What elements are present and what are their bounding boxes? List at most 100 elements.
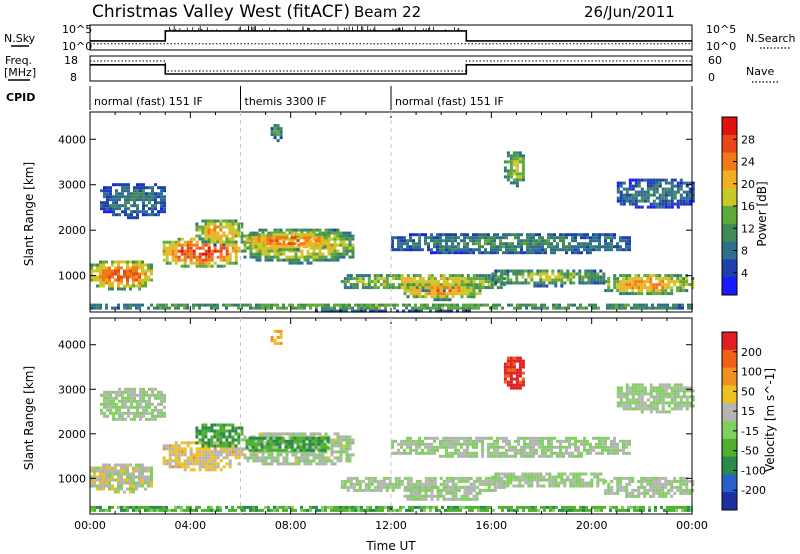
velocity-cell — [210, 426, 214, 430]
velocity-cell — [96, 478, 99, 482]
velocity-cell — [130, 399, 133, 403]
velocity-cell — [466, 454, 469, 458]
power-cell — [553, 233, 556, 237]
power-cell — [162, 252, 166, 256]
power-cell — [273, 133, 277, 137]
power-cell — [685, 193, 689, 197]
power-cell — [154, 183, 157, 187]
power-cell — [602, 278, 606, 282]
velocity-cell — [370, 476, 374, 480]
velocity-cell — [637, 494, 641, 498]
power-cell — [327, 243, 331, 247]
velocity-cell — [174, 453, 178, 457]
velocity-cell — [225, 429, 229, 433]
velocity-cell — [147, 481, 150, 485]
power-cell — [412, 286, 416, 290]
velocity-cell — [213, 459, 217, 463]
velocity-cell — [302, 445, 306, 449]
velocity-cell — [138, 469, 141, 473]
power-cell — [574, 233, 577, 237]
velocity-cell — [321, 450, 325, 454]
power-cell — [279, 127, 283, 131]
velocity-cell — [352, 485, 356, 489]
power-cell — [622, 199, 626, 203]
velocity-cell — [99, 478, 102, 482]
velocity-cell — [523, 442, 526, 446]
power-cell — [522, 303, 525, 307]
power-cell — [269, 242, 273, 246]
power-cell — [270, 306, 273, 310]
velocity-cell — [436, 491, 440, 495]
velocity-cell — [99, 481, 102, 485]
power-cell — [517, 242, 520, 246]
power-cell — [640, 199, 644, 203]
power-cell — [509, 169, 513, 173]
power-cell — [592, 245, 595, 249]
velocity-cell — [448, 454, 451, 458]
velocity-cell — [219, 468, 223, 472]
power-cell — [616, 277, 620, 281]
power-cell — [408, 309, 411, 313]
power-cell — [111, 272, 114, 276]
power-ylabel: Slant Range [km] — [22, 162, 36, 266]
power-cell — [151, 189, 154, 193]
power-cell — [102, 275, 105, 279]
power-cell — [108, 284, 111, 288]
power-cell — [527, 272, 531, 276]
velocity-cell — [154, 405, 157, 409]
power-cell — [327, 252, 331, 256]
power-cell — [144, 269, 147, 273]
power-cell — [598, 245, 601, 249]
power-cell — [300, 303, 303, 307]
velocity-cell — [240, 453, 244, 457]
nsearch-label: N.Search — [746, 32, 796, 45]
power-cell — [463, 280, 467, 284]
power-cell — [288, 255, 292, 259]
velocity-cell — [523, 439, 526, 443]
velocity-cell — [515, 475, 519, 479]
power-cell — [451, 295, 455, 299]
velocity-cell — [308, 436, 312, 440]
velocity-cell — [281, 448, 285, 452]
freq-tick-top: 18 — [64, 54, 78, 67]
power-cell — [198, 225, 202, 229]
power-colorbar-swatch — [722, 241, 737, 260]
velocity-cell — [315, 447, 319, 451]
power-cell — [412, 245, 415, 249]
power-cell — [317, 242, 321, 246]
power-cell — [264, 306, 267, 310]
power-cell — [276, 255, 280, 259]
velocity-cell — [204, 441, 208, 445]
power-cell — [127, 183, 130, 187]
power-cell — [336, 228, 340, 232]
velocity-cell — [583, 442, 586, 446]
power-cell — [615, 303, 618, 307]
power-cell — [195, 264, 199, 268]
power-cell — [100, 201, 103, 205]
power-cell — [456, 303, 459, 307]
velocity-cell — [109, 390, 112, 394]
power-cell — [109, 186, 112, 190]
velocity-cell — [493, 488, 497, 492]
velocity-cell — [649, 482, 653, 486]
velocity-cell — [257, 436, 261, 440]
power-cell — [303, 255, 307, 259]
velocity-cell — [562, 439, 565, 443]
power-cell — [207, 303, 210, 307]
power-cell — [279, 133, 283, 137]
velocity-cell — [207, 468, 211, 472]
velocity-cell — [406, 445, 409, 449]
power-cell — [538, 248, 541, 252]
velocity-cell — [127, 405, 130, 409]
power-cell — [619, 286, 623, 290]
power-cell — [436, 298, 440, 302]
velocity-cell — [261, 432, 265, 436]
velocity-cell — [195, 441, 199, 445]
power-cell — [634, 181, 638, 185]
velocity-cell — [625, 392, 629, 396]
power-cell — [475, 286, 479, 290]
power-colorbar-swatch — [722, 223, 737, 243]
velocity-cell — [339, 438, 343, 442]
velocity-cell — [367, 482, 371, 486]
velocity-cell — [370, 488, 374, 492]
